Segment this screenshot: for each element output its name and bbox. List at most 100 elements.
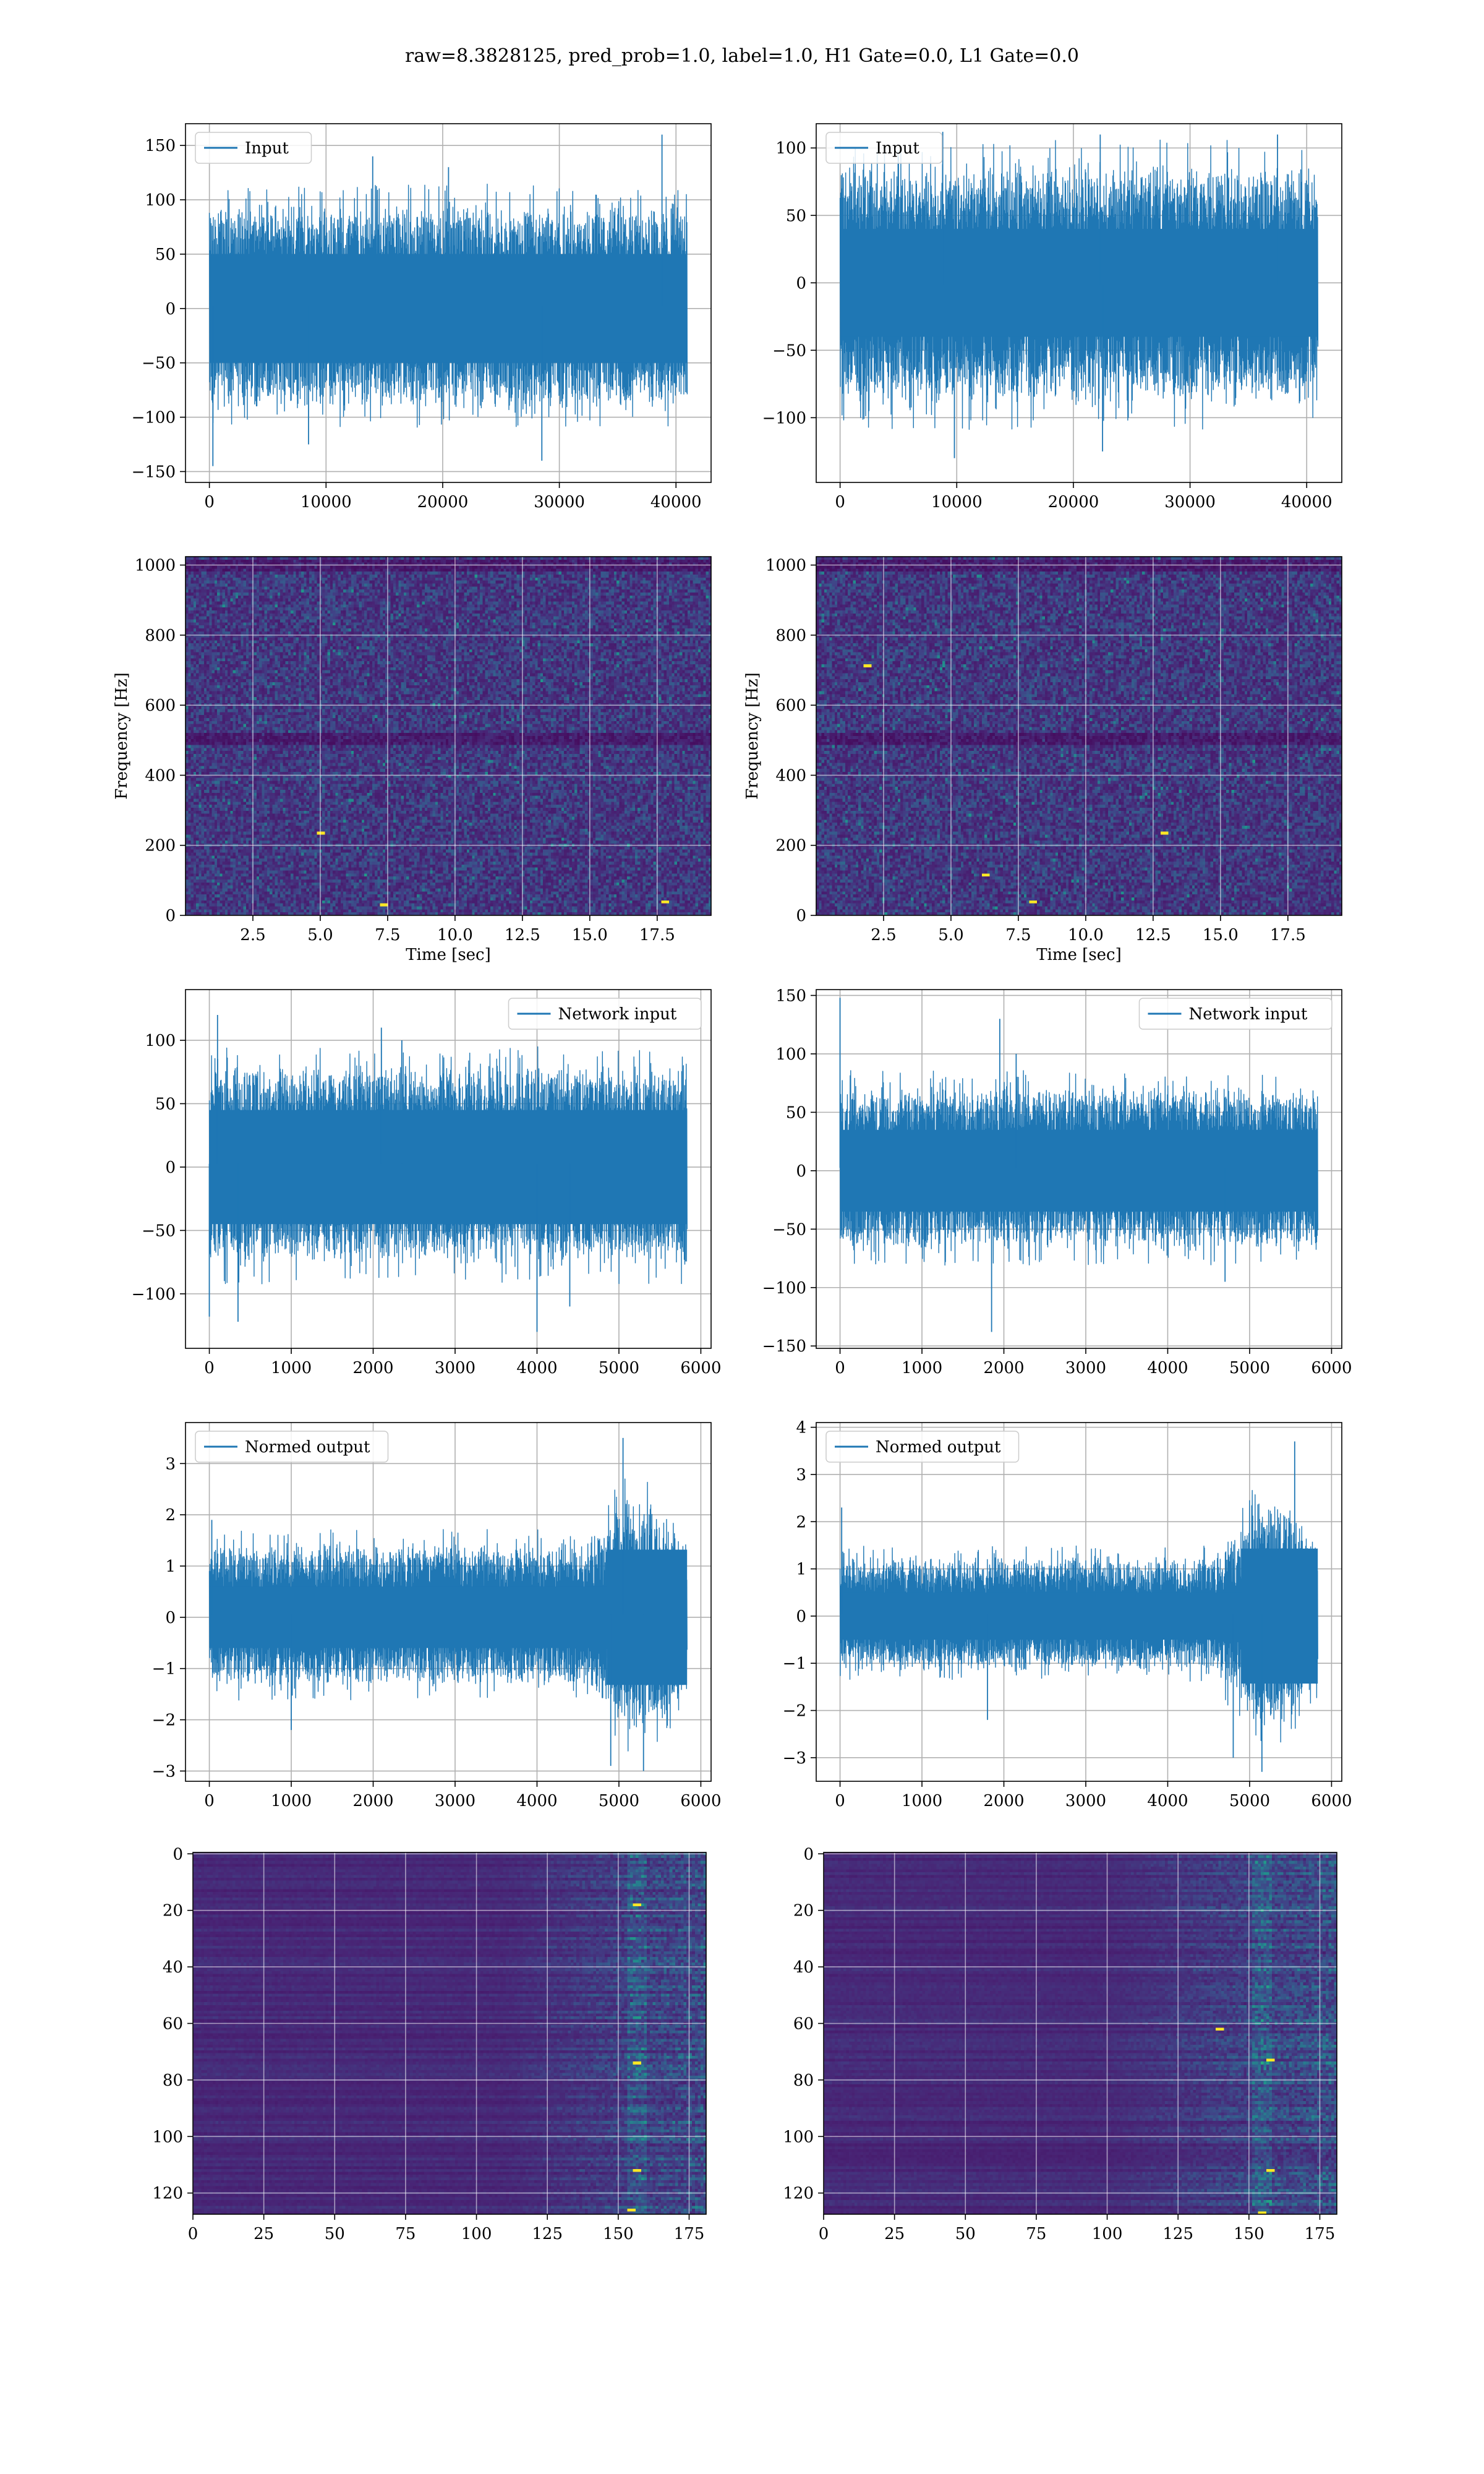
panel-input_l1: 0 10000 20000 30000 40000 −100 −50 0 50 100 Input xyxy=(762,123,1342,511)
legend-box xyxy=(825,1431,1020,1463)
plot-area xyxy=(816,557,1342,915)
legend-label: Normed output xyxy=(876,1438,1001,1457)
x-tick-label: 125 xyxy=(1162,2225,1193,2243)
y-tick-label: 120 xyxy=(783,2185,814,2203)
x-tick-label: 12.5 xyxy=(1135,926,1171,944)
x-tick-label: 25 xyxy=(254,2225,274,2243)
y-tick-label: 1 xyxy=(796,1560,806,1579)
y-tick-label: 80 xyxy=(163,2071,183,2090)
x-tick-label: 0 xyxy=(204,1792,215,1810)
y-tick-label: 40 xyxy=(163,1958,183,1977)
axes-frame xyxy=(816,123,1342,483)
signal-core xyxy=(840,1129,1318,1212)
y-tick-label: 50 xyxy=(786,1103,806,1122)
plot-area xyxy=(208,1437,688,1771)
y-tick-label: −50 xyxy=(772,1220,806,1239)
x-tick-label: 3000 xyxy=(1065,1359,1106,1377)
y-tick-label: 100 xyxy=(783,2128,814,2146)
x-tick-label: 0 xyxy=(188,2225,198,2243)
y-axis-label: Frequency [Hz] xyxy=(743,672,762,800)
plot-area xyxy=(208,1014,688,1332)
x-tick-label: 75 xyxy=(395,2225,416,2243)
x-tick-label: 40000 xyxy=(1281,493,1333,511)
legend: Normed output xyxy=(825,1431,1020,1463)
x-tick-label: 5000 xyxy=(1229,1359,1270,1377)
x-tick-label: 5000 xyxy=(599,1359,639,1377)
y-tick-label: 3 xyxy=(165,1455,176,1473)
grid xyxy=(192,1852,706,2214)
y-tick-label: −150 xyxy=(762,1337,806,1356)
y-tick-label: 0 xyxy=(173,1845,183,1864)
heatmap-image xyxy=(824,1852,1337,2214)
x-tick-label: 1000 xyxy=(271,1359,312,1377)
x-tick-label: 12.5 xyxy=(505,926,540,944)
panel-act_h1: 0 25 50 75 100 125 150 175 0 20 40 60 80 100 120 xyxy=(152,1845,707,2243)
x-tick-label: 0 xyxy=(819,2225,829,2243)
figure-suptitle: raw=8.3828125, pred_prob=1.0, label=1.0,… xyxy=(405,45,1079,67)
x-tick-label: 3000 xyxy=(1065,1792,1106,1810)
x-tick-label: 10000 xyxy=(931,493,983,511)
x-tick-label: 150 xyxy=(603,2225,634,2243)
x-tick-label: 15.0 xyxy=(1203,926,1239,944)
x-tick-label: 7.5 xyxy=(1005,926,1031,944)
signal-core xyxy=(840,1592,1318,1640)
y-tick-label: 60 xyxy=(163,2015,183,2034)
y-tick-label: −2 xyxy=(152,1711,176,1730)
y-tick-label: 600 xyxy=(145,696,176,715)
y-tick-label: 1 xyxy=(165,1557,176,1576)
axes: 2.5 5.0 7.5 10.0 12.5 15.0 17.5 0 200 400 600 800 10… xyxy=(743,556,1342,964)
x-tick-label: 30000 xyxy=(1164,493,1216,511)
y-tick-label: 0 xyxy=(165,907,176,925)
x-tick-label: 2000 xyxy=(983,1359,1024,1377)
x-axis-label: Time [sec] xyxy=(1036,946,1122,964)
x-tick-label: 2.5 xyxy=(240,926,265,944)
legend-label: Network input xyxy=(1189,1005,1308,1024)
x-tick-label: 20000 xyxy=(1048,493,1099,511)
y-tick-label: 0 xyxy=(796,907,806,925)
x-tick-label: 4000 xyxy=(1147,1359,1188,1377)
x-tick-label: 17.5 xyxy=(1270,926,1306,944)
x-tick-label: 3000 xyxy=(435,1359,475,1377)
axes: 0 25 50 75 100 125 150 175 0 20 40 60 80 100 120 xyxy=(152,1845,707,2243)
axes: 0 1000 2000 3000 4000 5000 6000 −3 −2 −1 0 1 2 3 Norme… xyxy=(152,1422,722,1810)
axes-frame xyxy=(816,556,1342,916)
y-tick-label: 800 xyxy=(145,627,176,645)
y-tick-label: 2 xyxy=(796,1513,806,1531)
y-tick-label: 50 xyxy=(155,246,176,264)
panel-spec_l1: 2.5 5.0 7.5 10.0 12.5 15.0 17.5 0 200 400 600 800 10… xyxy=(743,556,1342,964)
y-tick-label: −50 xyxy=(142,354,176,373)
x-tick-label: 2.5 xyxy=(871,926,896,944)
axes-frame xyxy=(192,1852,707,2215)
y-tick-label: 100 xyxy=(145,191,176,210)
y-tick-label: 800 xyxy=(775,627,806,645)
y-tick-label: 20 xyxy=(793,1902,814,1920)
legend: Input xyxy=(195,132,312,164)
plot-area xyxy=(208,134,688,466)
x-tick-label: 0 xyxy=(204,493,215,511)
x-tick-label: 0 xyxy=(204,1359,215,1377)
legend-box xyxy=(1138,998,1333,1030)
x-tick-label: 5.0 xyxy=(307,926,333,944)
y-tick-label: 50 xyxy=(786,207,806,225)
y-tick-label: −100 xyxy=(132,1285,176,1304)
y-tick-label: 0 xyxy=(165,1609,176,1627)
y-tick-label: 100 xyxy=(775,1045,806,1064)
axes-frame xyxy=(185,1422,712,1782)
y-tick-label: 0 xyxy=(796,274,806,293)
y-tick-label: 100 xyxy=(775,139,806,158)
axes: 0 10000 20000 30000 40000 −150 −100 −50 0 50 100 15… xyxy=(132,123,712,511)
grid xyxy=(816,557,1342,916)
plot-area xyxy=(193,1852,706,2214)
y-tick-label: −3 xyxy=(152,1762,176,1781)
y-tick-label: 400 xyxy=(145,766,176,785)
y-tick-label: 60 xyxy=(793,2015,814,2034)
x-tick-label: 10000 xyxy=(301,493,352,511)
x-tick-label: 2000 xyxy=(352,1359,393,1377)
plot-area xyxy=(186,557,711,915)
y-tick-label: 1000 xyxy=(135,557,176,575)
x-tick-label: 175 xyxy=(674,2225,705,2243)
x-axis-label: Time [sec] xyxy=(406,946,491,964)
heatmap-image xyxy=(193,1852,706,2214)
signal-burst-core xyxy=(607,1549,688,1685)
y-tick-label: 2 xyxy=(165,1506,176,1525)
